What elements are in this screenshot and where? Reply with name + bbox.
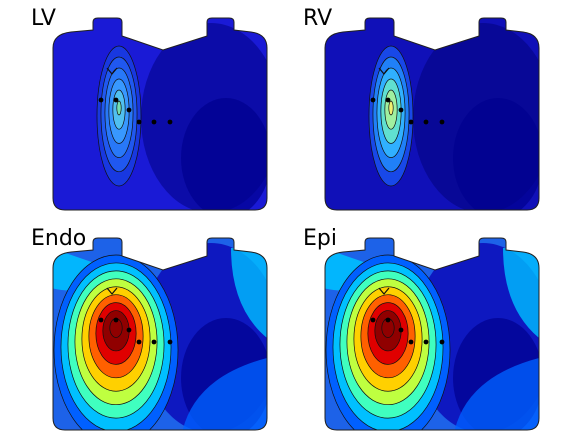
endo-electrode-4 (137, 340, 142, 345)
epi-electrode-2 (386, 318, 391, 323)
endo-electrode-5 (152, 340, 157, 345)
lv-contour-5 (117, 101, 121, 115)
rv-negative-core (453, 98, 543, 218)
lv-potential-map (31, 8, 271, 218)
rv-map-panel: RV (303, 8, 543, 218)
lv-electrode-3 (127, 108, 132, 113)
lv-electrode-6 (168, 120, 173, 125)
lv-negative-core (181, 98, 271, 218)
endo-electrode-3 (127, 328, 132, 333)
lv-panel-label: LV (31, 8, 56, 30)
endo-electrode-2 (114, 318, 119, 323)
epi-electrode-4 (409, 340, 414, 345)
lv-electrode-5 (152, 120, 157, 125)
lv-map-panel: LV (31, 8, 271, 218)
endo-potential-map (31, 228, 271, 438)
epi-electrode-5 (424, 340, 429, 345)
lv-electrode-1 (99, 98, 104, 103)
epi-potential-map (303, 228, 543, 438)
endo-map-panel: Endo (31, 228, 271, 438)
epi-electrode-1 (371, 318, 376, 323)
rv-electrode-1 (371, 98, 376, 103)
epi-electrode-6 (440, 340, 445, 345)
epi-map-panel: Epi (303, 228, 543, 438)
rv-electrode-2 (386, 98, 391, 103)
endo-electrode-1 (99, 318, 104, 323)
endo-panel-label: Endo (31, 228, 86, 250)
rv-electrode-5 (424, 120, 429, 125)
lv-electrode-2 (114, 98, 119, 103)
lv-electrode-4 (137, 120, 142, 125)
rv-electrode-3 (399, 108, 404, 113)
epi-electrode-3 (399, 328, 404, 333)
epi-panel-label: Epi (303, 228, 337, 250)
rv-electrode-4 (409, 120, 414, 125)
rv-contour-5 (389, 101, 393, 115)
rv-panel-label: RV (303, 8, 332, 30)
rv-potential-map (303, 8, 543, 218)
endo-electrode-6 (168, 340, 173, 345)
rv-electrode-6 (440, 120, 445, 125)
